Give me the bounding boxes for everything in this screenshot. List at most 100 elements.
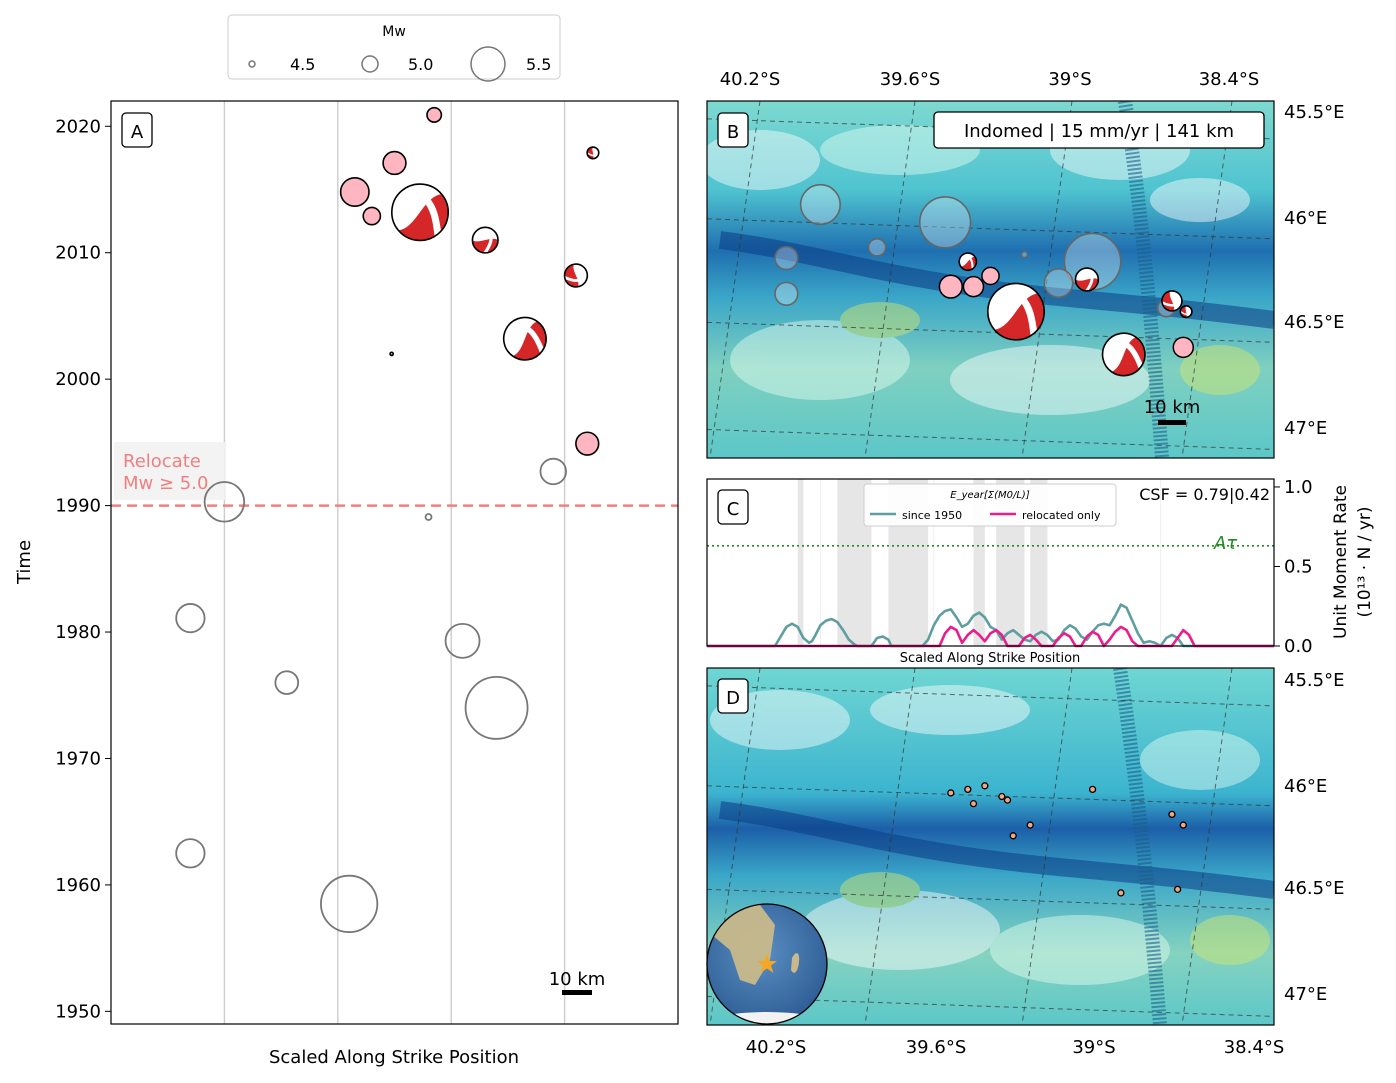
panel-c-legend: E_year[Σ(M0/L)] since 1950 relocated onl… <box>863 483 1117 527</box>
panel-b-historic-event-6 <box>1043 268 1074 299</box>
panel-d-meridian-1 <box>864 668 916 1025</box>
panel-d-epicenter-4 <box>998 792 1006 801</box>
panel-b: B Indomed | 15 mm/yr | 141 km 10 km 40.2… <box>706 69 1344 459</box>
panel-a-focal-mechanism-1 <box>471 226 499 254</box>
panel-b-top-tick-0: 40.2°S <box>720 69 781 90</box>
panel-a-gridlines <box>223 101 566 1024</box>
panel-a-ytick-label-2000: 2000 <box>55 369 101 390</box>
panel-b-letter: B <box>727 122 739 143</box>
panel-d-bottom-tick-3: 38.4°S <box>1224 1037 1285 1058</box>
panel-d-epicenter-2 <box>981 782 989 790</box>
panel-b-meridian-0 <box>709 101 761 458</box>
panel-b-meridian-2 <box>1021 101 1073 458</box>
panel-d-epicenter-11 <box>1117 889 1125 897</box>
panel-b-meridian-1 <box>864 101 916 458</box>
panel-b-meridian-3 <box>1181 101 1233 458</box>
panel-a-relocated-event-1 <box>382 150 407 176</box>
panel-b-right-tick-3: 47°E <box>1284 418 1327 439</box>
panel-d-epicenter-6 <box>1026 821 1034 829</box>
panel-a-historic-event-3 <box>175 838 206 869</box>
globe-outline <box>706 903 828 1025</box>
panel-a-historic-event-8 <box>539 457 567 486</box>
panel-a-ytick-label-2020: 2020 <box>55 116 101 137</box>
panel-d-epicenter-5 <box>1003 796 1012 804</box>
panel-c-legend-title: E_year[Σ(M0/L)] <box>950 490 1030 501</box>
panel-c-ylabel-line1: Unit Moment Rate <box>1331 485 1351 639</box>
panel-a-scalebar <box>562 990 592 995</box>
panel-a-ytick-label-1980: 1980 <box>55 622 101 643</box>
panel-c-letter-box <box>717 489 749 525</box>
panel-a-letter: A <box>131 122 144 143</box>
panel-a-ytick-label-1960: 1960 <box>55 875 101 896</box>
panel-b-historic-event-8 <box>1020 250 1029 259</box>
panel-b-historic-event-4 <box>918 196 972 249</box>
panel-d-right-tick-3: 47°E <box>1284 984 1327 1005</box>
legend-label-4.5: 4.5 <box>290 55 315 74</box>
panel-d: D 40.2°S 39.6°S 39°S 38.4°S 45.5°E 46°E … <box>706 667 1344 1058</box>
panel-c-ytick-label-1: 0.5 <box>1284 556 1313 577</box>
panel-b-focal-mechanism-14 <box>987 282 1046 341</box>
panel-d-bottom-tick-0: 40.2°S <box>746 1037 807 1058</box>
panel-a-ytick-label-1970: 1970 <box>55 748 101 769</box>
panel-c-frame <box>706 478 1275 647</box>
panel-b-events <box>774 183 1195 377</box>
panel-b-top-tick-1: 39.6°S <box>880 69 941 90</box>
panel-c-threshold-label: Aτ <box>1213 533 1237 554</box>
panel-b-historic-event-0 <box>799 183 842 226</box>
panel-b-info-text: Indomed | 15 mm/yr | 141 km <box>964 121 1234 142</box>
panel-a-relocated-event-3 <box>575 431 600 456</box>
panel-b-relocated-event-13 <box>1172 336 1195 359</box>
panel-a-historic-event-4 <box>320 874 379 933</box>
panel-b-map <box>707 101 1274 458</box>
panel-c-letter: C <box>727 499 740 520</box>
panel-c: Aτ C E_year[Σ(M0/L)] since 1950 relocate… <box>706 477 1375 666</box>
panel-b-relocated-event-9 <box>962 275 985 298</box>
panel-a-historic-event-0 <box>203 481 246 523</box>
panel-b-relocated-event-11 <box>938 274 963 299</box>
panel-a-focal-mechanism-0 <box>391 183 450 242</box>
panel-b-right-tick-2: 46.5°E <box>1284 312 1344 333</box>
panel-a-relocated-event-2 <box>426 106 443 123</box>
panel-a-historic-event-2 <box>274 670 300 695</box>
relocate-label-line2: Mw ≥ 5.0 <box>123 473 208 494</box>
panel-d-letter-box <box>717 678 749 714</box>
panel-d-map <box>707 668 1274 1025</box>
panel-d-epicenter-8 <box>1088 785 1097 794</box>
panel-b-frame <box>706 100 1275 459</box>
panel-b-transform-fault <box>1118 101 1169 458</box>
legend-frame <box>227 14 561 80</box>
panel-a-ytick-label-1950: 1950 <box>55 1001 101 1022</box>
panel-a-ytick-label-1990: 1990 <box>55 496 101 517</box>
panel-d-parallel-0 <box>707 685 1274 707</box>
panel-c-ytick-label-2: 1.0 <box>1284 477 1313 498</box>
panel-a-historic-event-6 <box>444 622 481 659</box>
panel-d-epicenter-1 <box>964 785 972 794</box>
panel-d-bottom-tick-2: 39°S <box>1072 1037 1115 1058</box>
panel-b-focal-mechanism-18 <box>1179 305 1193 319</box>
inset-globe <box>706 903 828 1025</box>
legend-label-5.5: 5.5 <box>526 55 551 74</box>
panel-c-shade-3 <box>973 479 985 646</box>
panel-a-focal-mechanism-3 <box>563 263 589 288</box>
panel-d-epicenter-12 <box>1173 885 1182 893</box>
panel-d-epicenter-0 <box>947 789 955 797</box>
panel-a-letter-box <box>121 112 153 148</box>
panel-a-ytick-label-2010: 2010 <box>55 243 101 264</box>
panel-b-parallel-3 <box>707 428 1274 450</box>
panel-d-epicenter-3 <box>969 800 978 808</box>
panel-d-parallel-2 <box>707 888 1274 910</box>
panel-d-ridge-valley <box>718 801 1274 899</box>
panel-b-historic-event-2 <box>774 281 799 306</box>
panel-a-background <box>111 101 678 1024</box>
legend-marker-5.0 <box>361 55 379 73</box>
panel-b-top-tick-3: 38.4°S <box>1199 69 1260 90</box>
panel-a-ylabel: Time <box>14 540 35 585</box>
panel-d-parallel-1 <box>707 785 1274 807</box>
panel-a-historic-event-5 <box>424 513 433 521</box>
panel-a: Relocate Mw ≥ 5.0 1950 1960 1970 1980 1990 20… <box>14 100 679 1068</box>
panel-a-historic-event-1 <box>175 603 206 634</box>
panel-c-series-since-1950 <box>707 603 1274 648</box>
panel-b-right-tick-1: 46°E <box>1284 208 1327 229</box>
panel-d-frame <box>706 667 1275 1026</box>
